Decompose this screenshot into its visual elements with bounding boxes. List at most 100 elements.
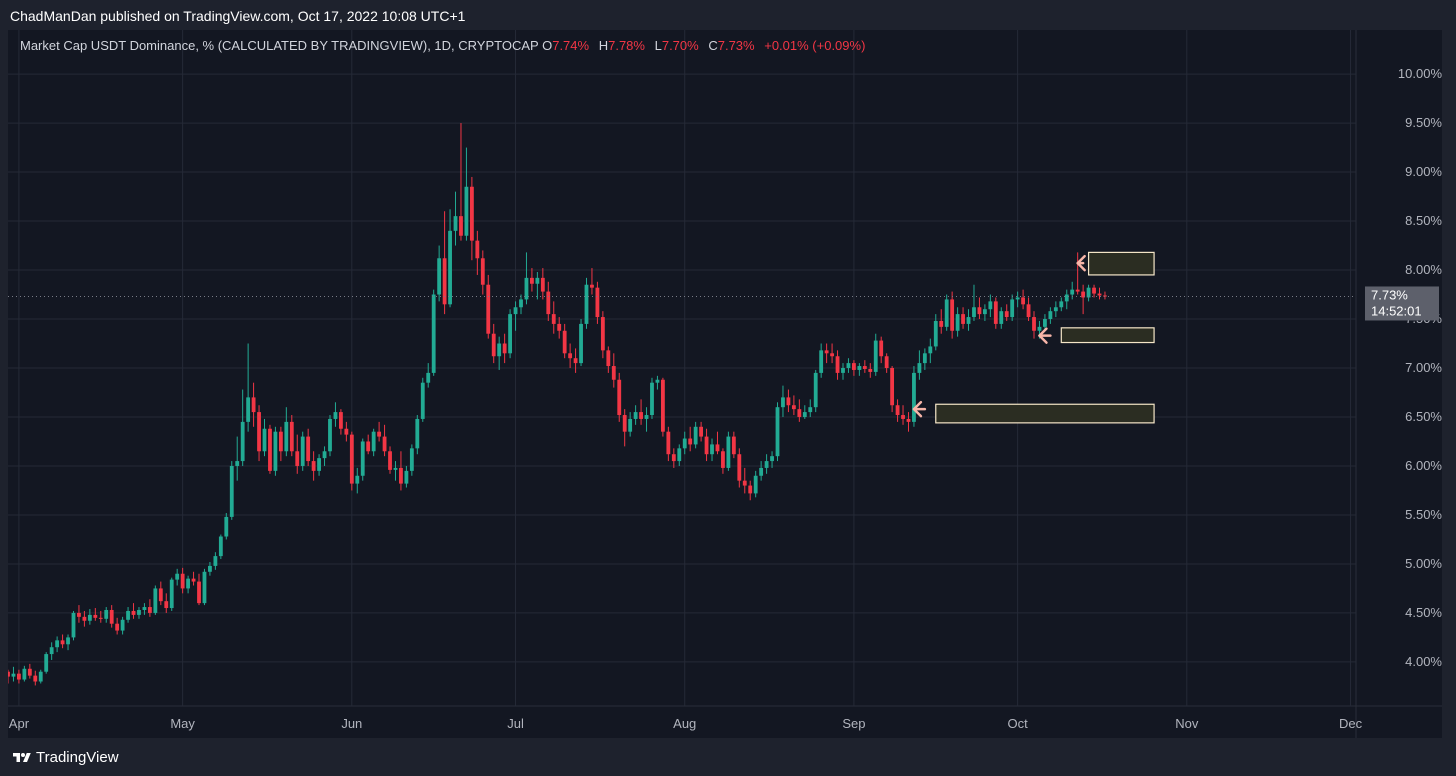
y-tick-label: 10.00% <box>1398 66 1442 81</box>
candle-body <box>982 309 987 315</box>
candle-body <box>660 379 665 432</box>
x-tick-label: Nov <box>1175 716 1199 731</box>
candle-body <box>459 216 463 236</box>
candle-body <box>480 258 485 285</box>
candle-body <box>764 461 769 468</box>
candle-body <box>1053 307 1058 312</box>
candle-body <box>546 291 551 315</box>
candle-body <box>988 301 993 310</box>
candle-body <box>841 368 845 373</box>
candle-body <box>912 372 916 422</box>
legend-close-value: 7.73% <box>717 38 755 53</box>
candle-body <box>950 299 955 331</box>
candle-body <box>922 353 927 364</box>
candle-body <box>791 405 796 410</box>
candle-body <box>349 434 354 484</box>
candle-body <box>371 431 376 452</box>
x-tick-label: Jun <box>341 716 362 731</box>
candle-body <box>1081 291 1086 298</box>
candle-body <box>295 451 300 466</box>
y-tick-label: 9.00% <box>1405 164 1442 179</box>
candle-body <box>115 623 120 631</box>
candle-body <box>551 314 556 324</box>
candle-body <box>824 350 829 354</box>
legend-low-value: 7.70% <box>661 38 699 53</box>
candle-body <box>87 614 92 621</box>
candle-body <box>1048 311 1053 320</box>
candlestick-chart[interactable]: 10.00%9.50%9.00%8.50%8.00%7.50%7.00%6.50… <box>8 30 1442 738</box>
candle-body <box>382 436 387 452</box>
annotation-arrow-head <box>912 400 923 418</box>
candle-body <box>508 314 512 354</box>
x-tick-label: Jul <box>507 716 524 731</box>
candle-body <box>404 470 409 484</box>
candle-body <box>475 240 480 259</box>
candle-body <box>55 640 60 648</box>
candle-body <box>169 579 174 609</box>
candle-body <box>104 609 109 619</box>
candle-body <box>519 299 523 308</box>
candle-body <box>328 418 332 452</box>
candle-body <box>562 330 567 354</box>
candle-body <box>66 637 70 645</box>
candle-body <box>944 299 949 327</box>
candle-body <box>688 438 693 445</box>
candle-body <box>120 619 125 631</box>
candle-body <box>868 368 873 372</box>
candle-body <box>579 323 583 364</box>
legend-symbol: Market Cap USDT Dominance, % (CALCULATED… <box>20 38 539 53</box>
candle-body <box>742 480 747 486</box>
candle-body <box>666 431 671 455</box>
candle-body <box>344 428 349 435</box>
candle-body <box>1070 289 1075 295</box>
y-tick-label: 8.00% <box>1405 262 1442 277</box>
candle-body <box>693 426 698 445</box>
candle-body <box>1059 301 1064 308</box>
candle-body <box>802 412 807 417</box>
candle-body <box>1021 297 1026 305</box>
tradingview-logo-icon[interactable] <box>11 751 33 765</box>
candle-body <box>77 612 81 617</box>
candle-body <box>317 458 321 471</box>
candle-body <box>44 654 49 672</box>
tradingview-brand[interactable]: TradingView <box>36 749 119 766</box>
candle-body <box>197 581 201 604</box>
y-tick-label: 7.00% <box>1405 360 1442 375</box>
y-tick-label: 6.00% <box>1405 458 1442 473</box>
candle-body <box>306 436 311 462</box>
countdown-timer: 14:52:01 <box>1371 303 1422 318</box>
candle-body <box>584 284 589 324</box>
last-price-value: 7.73% <box>1371 287 1408 302</box>
chart-panel[interactable]: 10.00%9.50%9.00%8.50%8.00%7.50%7.00%6.50… <box>8 30 1442 738</box>
candle-body <box>388 451 392 470</box>
candle-body <box>486 284 491 334</box>
candle-body <box>721 451 725 468</box>
candle-body <box>229 465 234 517</box>
candle-body <box>1075 289 1080 292</box>
candle-body <box>399 467 403 484</box>
candle-body <box>628 418 633 432</box>
candle-body <box>530 277 534 284</box>
legend-high-value: 7.78% <box>608 38 645 53</box>
candle-body <box>82 616 87 621</box>
candle-body <box>1032 317 1036 331</box>
candle-body <box>677 448 682 462</box>
candle-body <box>224 516 229 537</box>
candle-body <box>377 431 382 437</box>
candle-body <box>164 601 169 609</box>
candle-body <box>873 340 878 372</box>
x-tick-label: Apr <box>9 716 30 731</box>
candle-body <box>497 343 502 357</box>
candle-body <box>11 673 16 677</box>
candle-body <box>420 382 425 419</box>
candle-body <box>786 397 791 406</box>
candle-body <box>38 671 43 682</box>
candle-body <box>731 436 736 455</box>
candle-body <box>568 353 573 359</box>
candle-body <box>415 418 420 449</box>
candle-body <box>622 415 627 432</box>
y-tick-label: 5.00% <box>1405 556 1442 571</box>
candle-body <box>928 346 933 354</box>
y-tick-label: 6.50% <box>1405 409 1442 424</box>
candle-body <box>753 475 758 494</box>
